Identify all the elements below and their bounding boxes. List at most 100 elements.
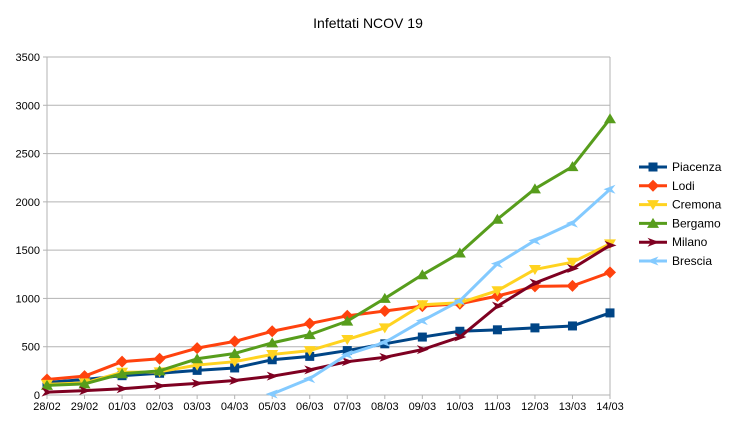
legend-marker-brescia-icon (646, 256, 659, 266)
data-point-cremona (378, 323, 391, 334)
series-line-bergamo (45, 117, 612, 387)
series-line-cremona (45, 242, 612, 386)
x-tick-label: 10/03 (446, 401, 474, 413)
legend-item-cremona: Cremona (639, 198, 722, 212)
data-point-lodi (153, 352, 166, 365)
data-point-milano (191, 378, 204, 388)
x-tick-label: 11/03 (484, 401, 511, 413)
data-point-brescia (415, 316, 428, 326)
x-tick-label: 04/03 (221, 401, 249, 413)
data-point-brescia (303, 374, 316, 384)
legend-label-milano: Milano (672, 235, 708, 249)
legend-marker-piacenza-icon (648, 162, 658, 172)
data-point-cremona (266, 349, 279, 360)
data-point-bergamo (153, 365, 166, 376)
data-point-milano (491, 301, 504, 311)
data-point-piacenza (605, 308, 615, 318)
data-point-piacenza (417, 332, 427, 342)
data-point-milano (566, 263, 579, 273)
data-point-milano (416, 345, 429, 355)
y-tick-label: 3500 (16, 52, 40, 64)
data-series (41, 113, 617, 399)
series-line-lodi (45, 270, 612, 382)
x-tick-label: 28/02 (33, 401, 61, 413)
data-point-lodi (604, 266, 616, 279)
y-axis-labels: 0 500 1000 1500 2000 2500 3000 3500 (16, 52, 40, 402)
x-tick-label: 05/03 (258, 401, 286, 413)
data-point-lodi (566, 279, 579, 292)
data-point-cremona (416, 300, 429, 311)
data-point-bergamo (191, 353, 204, 364)
data-point-cremona (491, 286, 504, 297)
data-point-bergamo (528, 183, 541, 194)
x-tick-label: 13/03 (559, 401, 587, 413)
legend-marker-bergamo-icon (647, 217, 659, 228)
data-point-bergamo (378, 292, 391, 303)
data-point-lodi (228, 335, 241, 348)
data-point-bergamo (604, 113, 616, 124)
data-point-cremona (341, 334, 354, 345)
data-point-lodi (116, 355, 129, 368)
data-point-milano (379, 352, 392, 362)
series-brescia (265, 184, 616, 399)
axes (43, 56, 611, 399)
data-point-milano (604, 240, 617, 250)
data-point-bergamo (453, 247, 466, 258)
data-point-bergamo (41, 379, 53, 390)
data-point-piacenza (305, 351, 315, 361)
data-point-brescia (603, 184, 616, 194)
data-point-bergamo (491, 213, 504, 224)
data-point-milano (341, 357, 354, 367)
data-point-milano (529, 278, 542, 288)
legend-item-lodi: Lodi (639, 179, 695, 193)
y-tick-label: 2000 (16, 197, 40, 209)
x-tick-label: 09/03 (409, 401, 437, 413)
data-point-milano (41, 387, 54, 397)
data-point-milano (266, 371, 279, 381)
data-point-milano (116, 384, 129, 394)
x-tick-label: 03/03 (183, 401, 211, 413)
legend-label-cremona: Cremona (672, 198, 722, 212)
data-point-lodi (266, 325, 279, 338)
data-point-piacenza (530, 323, 540, 333)
data-point-bergamo (78, 378, 91, 389)
legend-item-bergamo: Bergamo (639, 216, 721, 230)
data-point-brescia (565, 218, 578, 228)
y-tick-label: 2500 (16, 149, 40, 161)
data-point-brescia (378, 337, 391, 347)
legend-marker-lodi-icon (647, 179, 659, 192)
x-tick-label: 14/03 (596, 401, 624, 413)
x-tick-label: 12/03 (521, 401, 549, 413)
data-point-milano (229, 376, 242, 386)
data-point-bergamo (266, 337, 279, 348)
x-tick-label: 29/02 (71, 401, 99, 413)
legend-label-lodi: Lodi (672, 179, 695, 193)
legend: Piacenza Lodi Cremona Bergamo Milano Brescia (639, 160, 722, 268)
data-point-milano (304, 365, 317, 375)
data-point-brescia (453, 296, 466, 306)
series-line-piacenza (45, 311, 612, 384)
legend-label-bergamo: Bergamo (672, 216, 721, 230)
legend-marker-cremona-icon (647, 200, 659, 211)
legend-item-milano: Milano (639, 235, 708, 249)
legend-item-piacenza: Piacenza (639, 160, 722, 174)
legend-marker-milano-icon (647, 237, 660, 247)
series-line-brescia (270, 187, 612, 396)
data-point-bergamo (116, 368, 129, 379)
y-tick-label: 0 (34, 390, 40, 402)
data-point-brescia (265, 389, 278, 399)
y-tick-label: 500 (22, 342, 40, 354)
data-point-lodi (303, 317, 316, 330)
data-point-brescia (340, 349, 353, 359)
data-point-bergamo (416, 269, 429, 280)
x-tick-label: 02/03 (146, 401, 174, 413)
data-point-bergamo (228, 347, 241, 358)
data-point-piacenza (567, 321, 577, 331)
y-tick-label: 1500 (16, 245, 40, 257)
series-bergamo (41, 113, 616, 390)
x-tick-label: 08/03 (371, 401, 399, 413)
legend-label-piacenza: Piacenza (672, 160, 722, 174)
y-tick-label: 3000 (16, 100, 40, 112)
